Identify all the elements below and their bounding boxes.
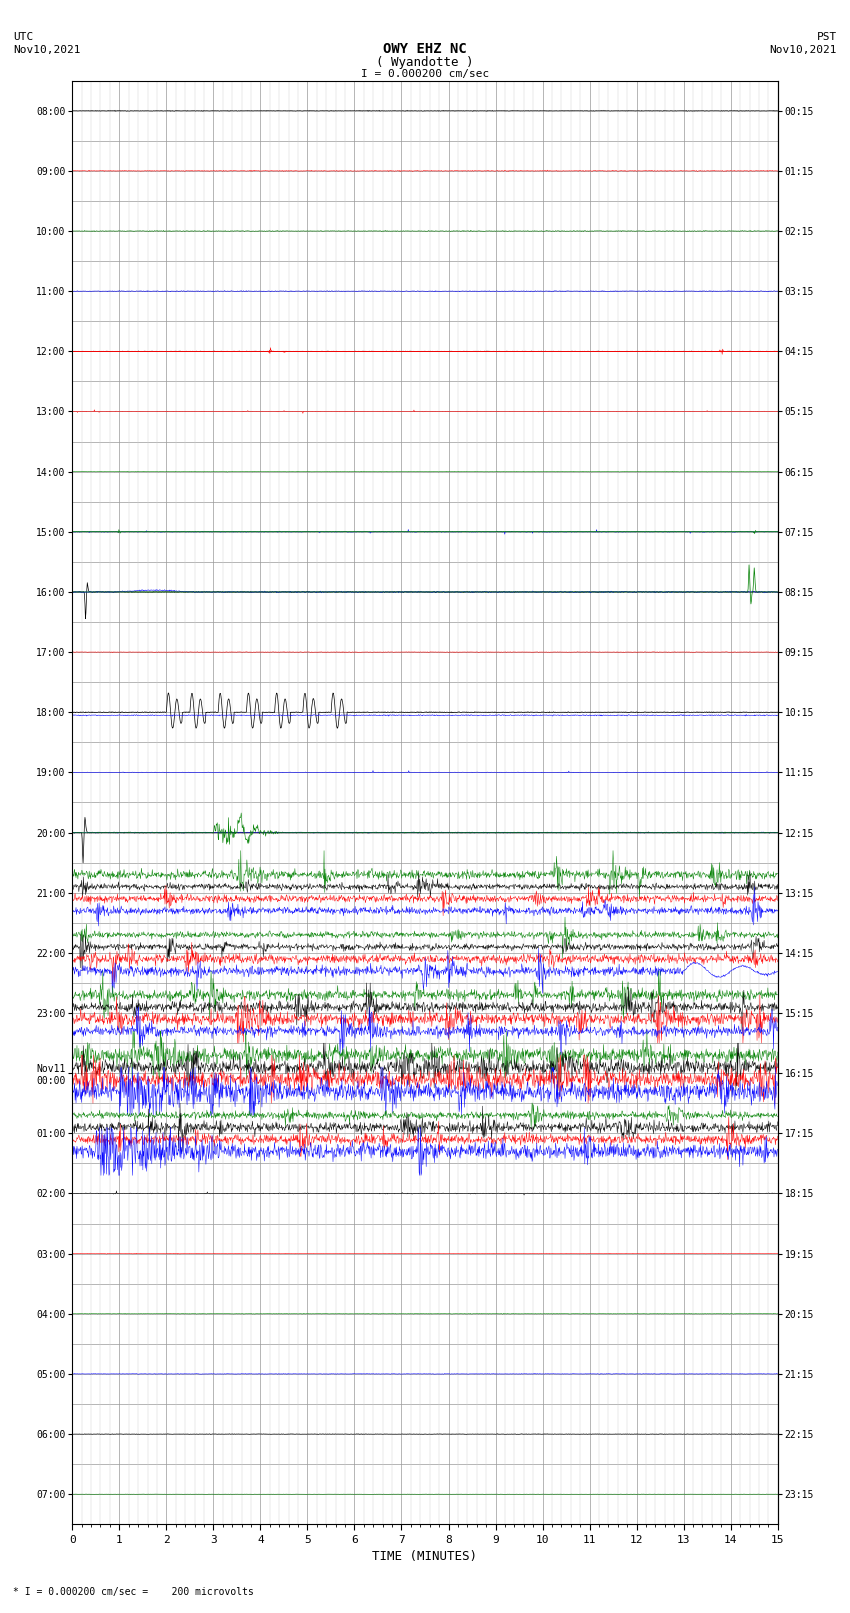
Text: Nov10,2021: Nov10,2021 — [13, 45, 80, 55]
Text: UTC: UTC — [13, 32, 33, 42]
X-axis label: TIME (MINUTES): TIME (MINUTES) — [372, 1550, 478, 1563]
Text: * I = 0.000200 cm/sec =    200 microvolts: * I = 0.000200 cm/sec = 200 microvolts — [13, 1587, 253, 1597]
Text: OWY EHZ NC: OWY EHZ NC — [383, 42, 467, 56]
Text: ( Wyandotte ): ( Wyandotte ) — [377, 56, 473, 69]
Text: I = 0.000200 cm/sec: I = 0.000200 cm/sec — [361, 69, 489, 79]
Text: PST: PST — [817, 32, 837, 42]
Text: Nov10,2021: Nov10,2021 — [770, 45, 837, 55]
